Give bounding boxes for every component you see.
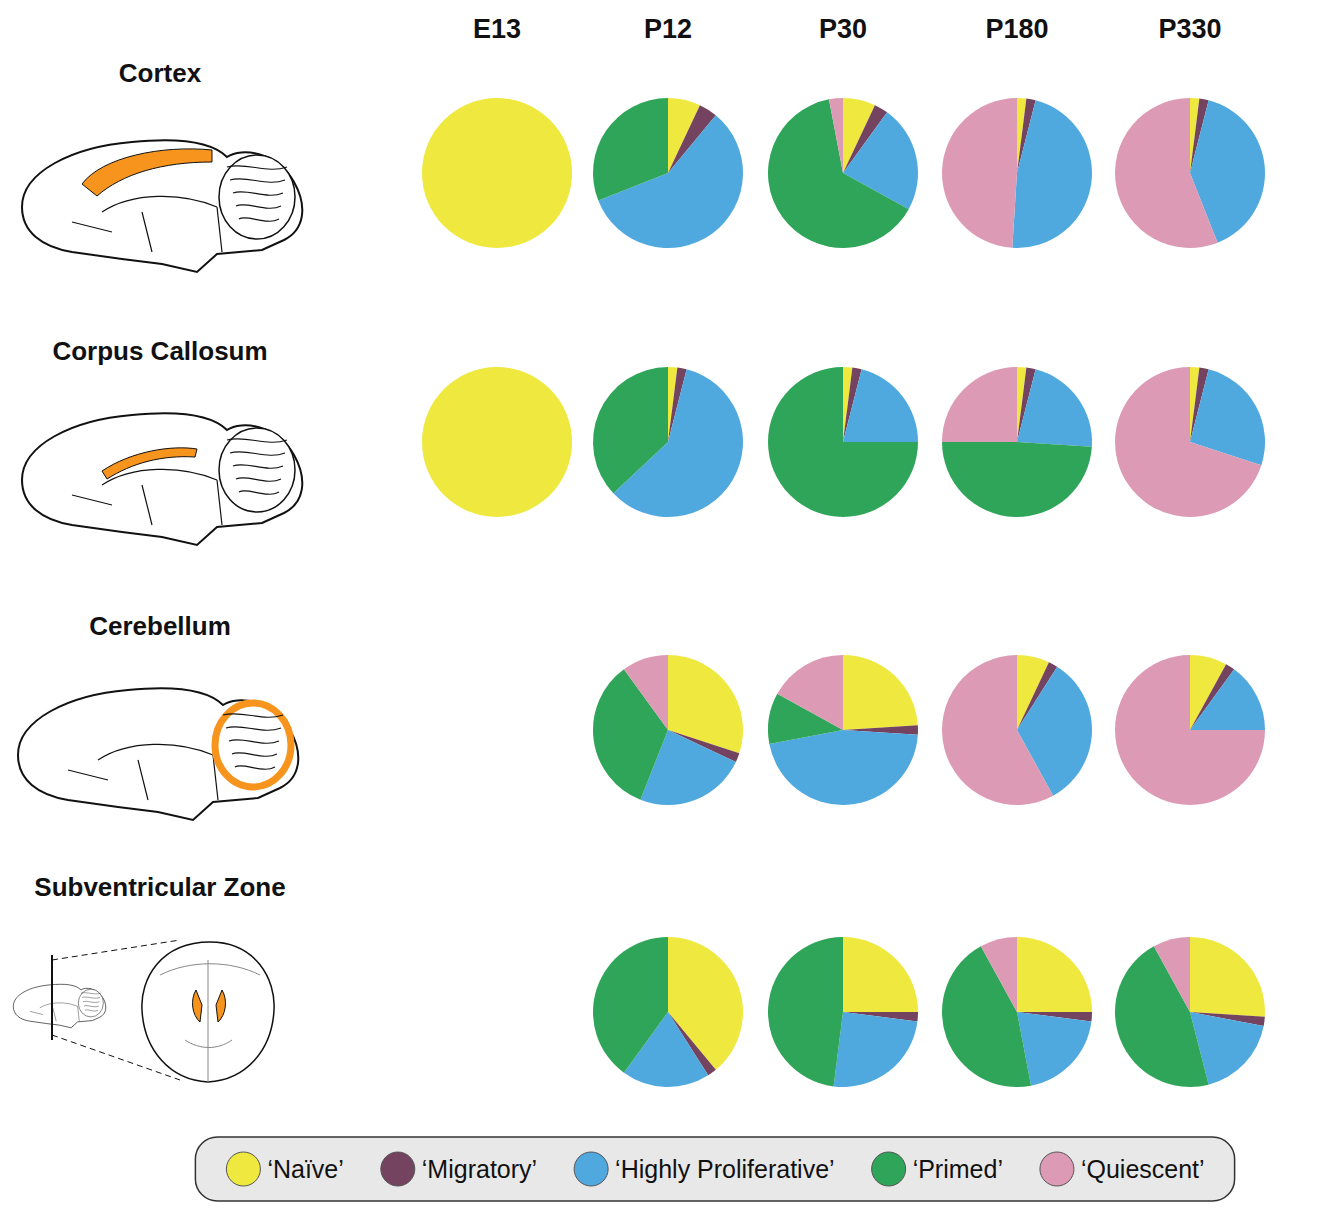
svg-text:‘Migratory’: ‘Migratory’ [422,1155,537,1183]
svg-text:‘Highly Proliferative’: ‘Highly Proliferative’ [615,1155,835,1183]
svg-text:Cortex: Cortex [119,58,202,88]
svg-text:‘Primed’: ‘Primed’ [913,1155,1003,1183]
svg-text:P12: P12 [644,14,692,44]
svg-text:Corpus Callosum: Corpus Callosum [52,336,267,366]
svg-text:Cerebellum: Cerebellum [89,611,231,641]
svg-text:Subventricular Zone: Subventricular Zone [34,872,285,902]
svg-text:P330: P330 [1158,14,1221,44]
svg-text:‘Quiescent’: ‘Quiescent’ [1081,1155,1205,1183]
svg-text:E13: E13 [473,14,521,44]
svg-text:P30: P30 [819,14,867,44]
svg-text:P180: P180 [985,14,1048,44]
svg-text:‘Naïve’: ‘Naïve’ [267,1155,343,1183]
